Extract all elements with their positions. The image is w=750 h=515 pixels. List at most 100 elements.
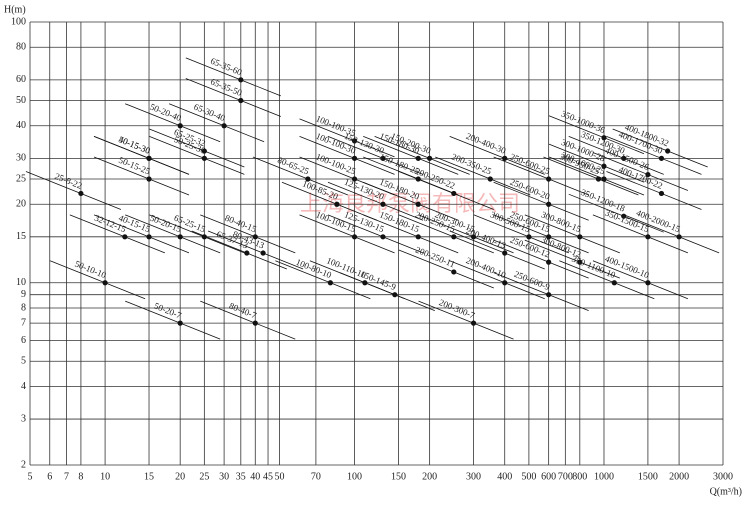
point <box>415 155 421 161</box>
model-line <box>299 135 395 175</box>
model-line <box>592 152 689 191</box>
x-tick-label: 3000 <box>713 471 733 482</box>
point <box>351 155 358 161</box>
model-line <box>93 135 190 175</box>
point <box>645 280 651 286</box>
point-label: 200-400-10 <box>465 255 508 280</box>
x-tick-label: 50 <box>274 471 284 482</box>
model-line <box>543 156 639 196</box>
x-tick-label: 7 <box>64 471 69 482</box>
model-line <box>339 272 435 312</box>
x-tick-label: 15 <box>144 471 154 482</box>
point-label: 200-250-11 <box>414 245 456 270</box>
x-tick-label: 700 <box>558 471 573 482</box>
model-line <box>49 260 146 300</box>
model-line <box>252 156 349 196</box>
x-tick-label: 30 <box>219 471 229 482</box>
point <box>221 123 227 129</box>
model-line <box>449 135 545 175</box>
model-line <box>93 156 190 196</box>
point <box>146 234 152 240</box>
point <box>380 201 386 207</box>
x-tick-label: 2000 <box>669 471 689 482</box>
model-line <box>493 181 589 221</box>
point <box>502 280 508 286</box>
y-tick-label: 2 <box>21 459 26 470</box>
point <box>102 280 108 286</box>
model-line <box>548 143 645 183</box>
point <box>470 320 477 326</box>
model-line <box>568 135 664 175</box>
point <box>244 250 250 256</box>
point <box>645 234 651 240</box>
x-tick-label: 1000 <box>594 471 614 482</box>
point <box>78 190 84 197</box>
point <box>601 176 607 182</box>
model-line <box>69 214 165 254</box>
point <box>658 190 665 197</box>
point <box>601 163 607 169</box>
point <box>502 155 508 161</box>
x-tick-label: 20 <box>175 471 185 482</box>
model-line <box>125 103 221 143</box>
point <box>621 155 627 161</box>
model-line <box>493 239 589 279</box>
model-line <box>200 214 296 254</box>
model-line <box>327 135 424 175</box>
model-line <box>125 214 221 254</box>
x-tick-label: 400 <box>497 471 512 482</box>
point <box>427 155 433 161</box>
model-line <box>568 193 664 233</box>
model-line <box>449 260 545 300</box>
point <box>546 201 552 207</box>
x-tick-label: 800 <box>572 471 587 482</box>
model-line <box>168 103 265 143</box>
model-line <box>363 135 459 175</box>
point <box>658 155 665 161</box>
model-line <box>398 171 494 210</box>
x-tick-label: 300 <box>466 471 481 482</box>
model-line <box>275 260 371 300</box>
y-tick-label: 8 <box>21 302 26 313</box>
y-axis-label: H(m) <box>4 4 26 15</box>
x-tick-label: 600 <box>541 471 556 482</box>
point <box>645 171 651 178</box>
x-tick-label: 500 <box>521 471 536 482</box>
point <box>305 176 311 182</box>
y-tick-label: 5 <box>21 356 26 367</box>
point-label: 250-600-25 <box>509 151 552 176</box>
model-line <box>374 135 470 175</box>
y-tick-label: 30 <box>16 153 26 164</box>
point-label: 200-350-25 <box>450 151 493 176</box>
point <box>577 234 583 240</box>
point <box>146 155 152 161</box>
point <box>177 234 183 240</box>
model-line <box>363 214 459 254</box>
point <box>526 234 532 240</box>
point <box>252 234 258 240</box>
point <box>238 97 244 104</box>
point <box>252 320 258 326</box>
point <box>577 259 583 265</box>
point <box>392 292 398 298</box>
model-line <box>524 239 620 279</box>
model-line <box>418 214 514 254</box>
x-tick-label: 25 <box>199 471 209 482</box>
x-tick-label: 10 <box>100 471 110 482</box>
model-line <box>449 230 545 270</box>
point <box>146 176 152 182</box>
point <box>546 259 552 265</box>
point-label: 100-100-25 <box>314 151 357 176</box>
model-line <box>606 171 702 210</box>
model-line <box>281 181 378 221</box>
point <box>177 320 183 326</box>
point <box>351 176 358 182</box>
model-line <box>149 128 245 168</box>
y-tick-label: 6 <box>21 335 26 346</box>
x-axis-label: Q(m³/h) <box>710 486 742 497</box>
model-line <box>418 300 514 340</box>
y-tick-label: 10 <box>16 277 26 288</box>
y-tick-label: 3 <box>21 413 26 424</box>
point-label: 250-600-9 <box>513 269 552 293</box>
model-line <box>125 300 221 340</box>
